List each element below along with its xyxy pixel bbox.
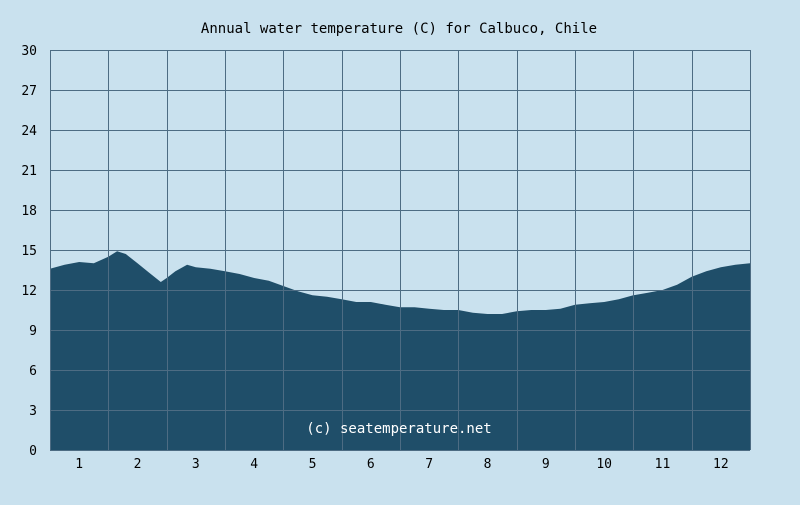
x-tick-label: 7: [425, 457, 433, 472]
grid-layer: [50, 50, 751, 451]
y-axis-ticks: 0 3 6 9 12 15 18 21 24 27 30: [21, 44, 37, 459]
x-tick-label: 10: [596, 457, 612, 472]
y-tick-label: 12: [21, 284, 37, 299]
y-tick-label: 18: [21, 204, 37, 219]
x-tick-label: 4: [250, 457, 258, 472]
x-tick-label: 9: [542, 457, 550, 472]
y-tick-label: 30: [21, 44, 37, 59]
x-tick-label: 12: [713, 457, 729, 472]
x-tick-label: 5: [309, 457, 317, 472]
y-tick-label: 3: [29, 404, 37, 419]
y-tick-label: 9: [29, 324, 37, 339]
y-tick-label: 6: [29, 364, 37, 379]
x-tick-label: 8: [484, 457, 492, 472]
watermark: (c) seatemperature.net: [306, 421, 491, 437]
x-tick-label: 1: [75, 457, 83, 472]
x-tick-label: 2: [134, 457, 142, 472]
y-tick-label: 24: [21, 124, 37, 139]
y-tick-label: 21: [21, 164, 37, 179]
x-tick-label: 3: [192, 457, 200, 472]
y-tick-label: 0: [29, 444, 37, 459]
y-tick-label: 15: [21, 244, 37, 259]
y-tick-label: 27: [21, 84, 37, 99]
x-tick-label: 6: [367, 457, 375, 472]
chart-title: Annual water temperature (C) for Calbuco…: [201, 21, 597, 37]
x-tick-label: 11: [655, 457, 671, 472]
x-axis-ticks: 1 2 3 4 5 6 7 8 9 10 11 12: [75, 457, 728, 472]
